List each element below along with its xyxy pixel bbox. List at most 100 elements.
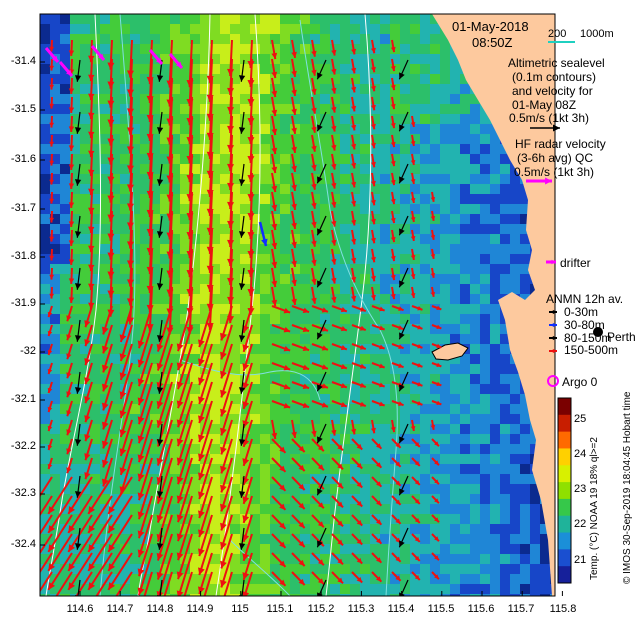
sst-cell — [260, 44, 270, 54]
sst-cell — [490, 314, 500, 324]
sst-cell — [510, 364, 520, 374]
sst-cell — [290, 384, 300, 394]
sst-cell — [40, 154, 50, 164]
velocity-arrow-head — [48, 525, 56, 533]
sst-cell — [390, 504, 400, 514]
sst-cell — [150, 414, 160, 424]
sst-cell — [470, 484, 480, 494]
sst-cell — [120, 554, 130, 564]
velocity-arrow-shaft — [198, 324, 213, 367]
sst-cell — [450, 354, 460, 364]
sst-cell — [130, 354, 140, 364]
sst-cell — [380, 334, 390, 344]
velocity-arrow-head — [48, 563, 56, 571]
sst-cell — [200, 204, 210, 214]
sst-cell — [60, 354, 70, 364]
sst-cell — [40, 214, 50, 224]
sst-cell — [80, 314, 90, 324]
velocity-arrow-head — [356, 576, 363, 583]
sst-cell — [120, 154, 130, 164]
sst-cell — [170, 424, 180, 434]
velocity-arrow-shaft — [87, 552, 113, 591]
sst-cell — [430, 14, 440, 24]
sst-cell — [430, 594, 440, 596]
sst-cell — [470, 94, 480, 104]
velocity-arrow-shaft — [47, 552, 73, 591]
sst-cell — [120, 264, 130, 274]
sst-cell — [220, 134, 230, 144]
sst-cell — [230, 334, 240, 344]
velocity-arrow-head — [410, 178, 416, 184]
sst-cell — [500, 204, 510, 214]
sst-cell — [60, 574, 70, 584]
velocity-arrow-head — [283, 383, 291, 390]
colorbar-segment — [558, 498, 571, 517]
sst-cell — [90, 24, 100, 34]
velocity-arrow-head — [156, 335, 164, 342]
sst-cell — [370, 554, 380, 564]
sst-cell — [260, 374, 270, 384]
sst-cell — [330, 434, 340, 444]
sst-cell — [200, 164, 210, 174]
sst-cell — [500, 324, 510, 334]
sst-cell — [440, 124, 450, 134]
sst-cell — [400, 164, 410, 174]
sst-cell — [100, 334, 110, 344]
sst-cell — [400, 484, 410, 494]
sst-cell — [410, 564, 420, 574]
velocity-arrow-head — [379, 306, 385, 312]
velocity-arrow-head — [291, 203, 297, 210]
sst-cell — [240, 314, 250, 324]
velocity-arrow-head — [176, 514, 184, 523]
sst-cell — [60, 434, 70, 444]
sst-cell — [50, 504, 60, 514]
sst-cell — [390, 564, 400, 574]
sst-cell — [330, 54, 340, 64]
sst-cell — [460, 324, 470, 334]
sst-cell — [90, 564, 100, 574]
sst-cell — [70, 274, 80, 284]
sst-cell — [340, 394, 350, 404]
sst-cell — [400, 144, 410, 154]
sst-cell — [400, 184, 410, 194]
sst-cell — [490, 354, 500, 364]
sst-cell — [170, 124, 180, 134]
sst-cell — [260, 424, 270, 434]
sst-cell — [170, 344, 180, 354]
velocity-arrow-head — [88, 131, 95, 139]
sst-cell — [230, 114, 240, 124]
sst-cell — [190, 484, 200, 494]
sst-cell — [430, 34, 440, 44]
velocity-arrow-head — [398, 306, 404, 311]
sst-cell — [330, 254, 340, 264]
velocity-arrow-head — [302, 383, 310, 389]
sst-cell — [380, 504, 390, 514]
sst-cell — [210, 464, 220, 474]
sst-cell — [50, 584, 60, 594]
sst-cell — [300, 124, 310, 134]
sst-cell — [70, 134, 80, 144]
sst-cell — [380, 514, 390, 524]
lat-tick-label: -32.1 — [10, 393, 36, 405]
sst-cell — [150, 54, 160, 64]
velocity-arrow-head — [48, 582, 56, 590]
sst-cell — [60, 154, 70, 164]
sst-cell — [170, 224, 180, 234]
sst-cell — [430, 174, 440, 184]
sst-cell — [410, 574, 420, 584]
sst-cell — [420, 494, 430, 504]
sst-cell — [520, 564, 530, 574]
sst-cell — [400, 334, 410, 344]
velocity-arrow-shaft — [198, 457, 213, 500]
sst-cell — [300, 164, 310, 174]
sst-cell — [370, 524, 380, 534]
sst-cell — [470, 234, 480, 244]
velocity-arrow-head — [101, 421, 109, 430]
sst-cell — [360, 124, 370, 134]
sst-cell — [140, 124, 150, 134]
sst-cell — [330, 44, 340, 54]
sst-cell — [190, 134, 200, 144]
sst-cell — [420, 334, 430, 344]
sst-cell — [290, 444, 300, 454]
sst-cell — [200, 394, 210, 404]
